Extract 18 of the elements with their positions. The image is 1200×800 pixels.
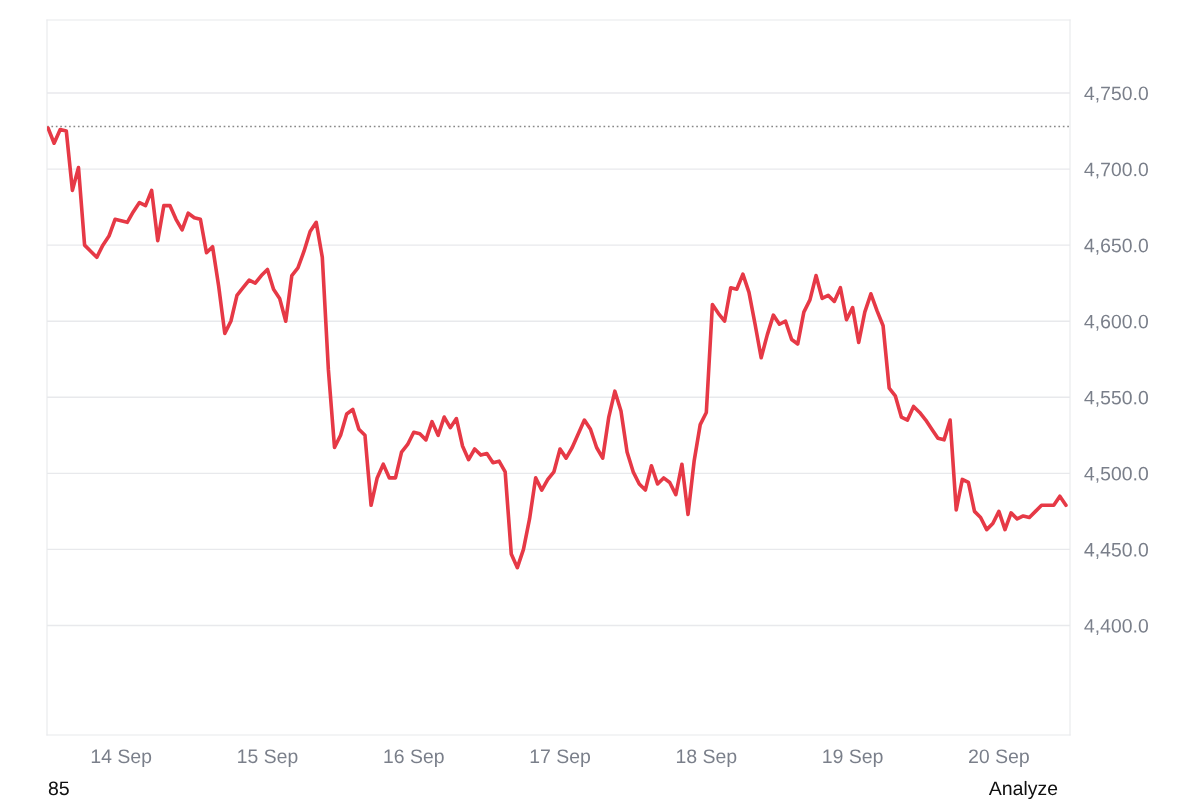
- text: Analyze: [988, 780, 1058, 800]
- y-tick-label: 4,650.0: [1084, 238, 1148, 255]
- y-tick-label: 4,400.0: [1084, 618, 1148, 635]
- y-tick-label: 4,550.0: [1084, 390, 1148, 407]
- y-tick-label: 4,600.0: [1084, 314, 1148, 331]
- x-tick-label: 17 Sep: [530, 749, 591, 768]
- y-tick-label: 4,700.0: [1084, 162, 1148, 179]
- y-tick-label: 4,500.0: [1084, 466, 1148, 483]
- x-tick-label: 16 Sep: [384, 749, 444, 768]
- x-tick-label: 18 Sep: [676, 749, 737, 768]
- x-tick-label: 20 Sep: [969, 749, 1029, 768]
- line-series: [47, 126, 1068, 570]
- x-tick-label: 14 Sep: [91, 749, 152, 768]
- text: 85: [48, 781, 69, 796]
- x-tick-label: 15 Sep: [238, 749, 298, 768]
- y-tick-label: 4,750.0: [1084, 86, 1148, 103]
- x-tick-label: 19 Sep: [823, 749, 883, 768]
- y-tick-label: 4,450.0: [1084, 542, 1148, 559]
